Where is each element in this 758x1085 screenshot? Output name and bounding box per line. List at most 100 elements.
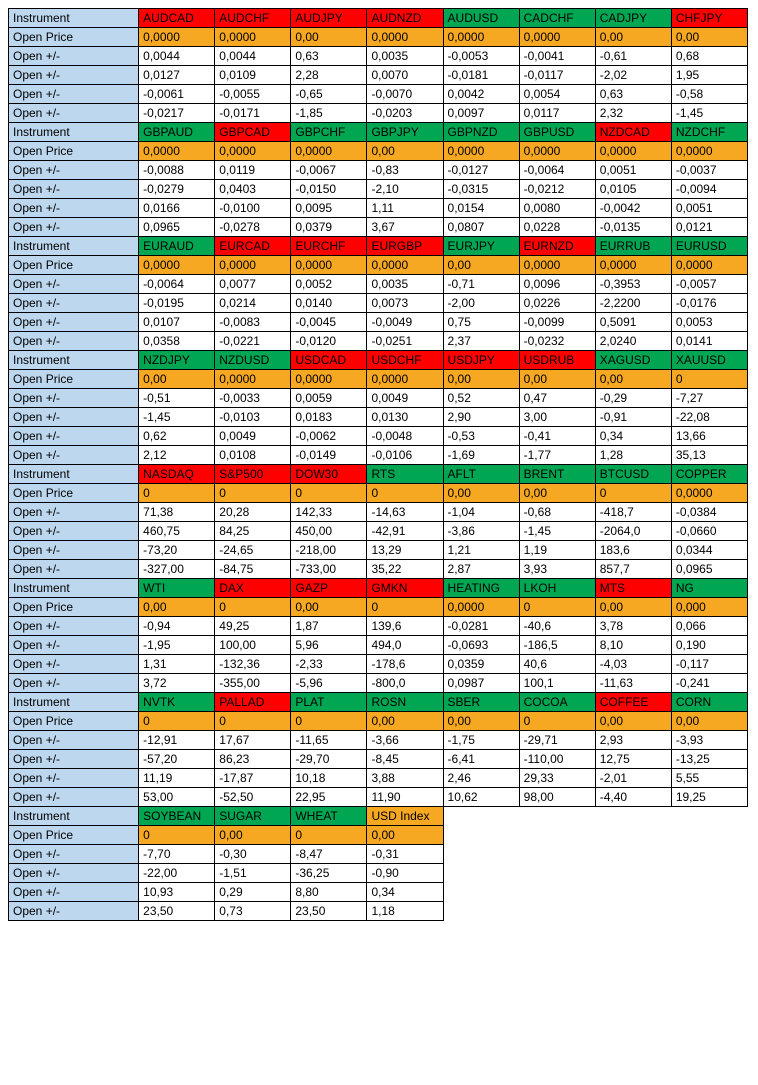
row-label-instrument: Instrument (9, 807, 139, 826)
instrument-header: XAGUSD (595, 351, 671, 370)
data-cell: -2,2200 (595, 294, 671, 313)
instrument-header: ROSN (367, 693, 443, 712)
data-cell: 0,0080 (519, 199, 595, 218)
data-cell: 0,63 (595, 85, 671, 104)
data-cell: -0,0195 (139, 294, 215, 313)
open-price-cell: 0,0000 (215, 142, 291, 161)
data-cell: -6,41 (443, 750, 519, 769)
data-cell: -0,0120 (291, 332, 367, 351)
open-price-cell: 0,00 (367, 712, 443, 731)
open-pm-row: Open +/--73,20-24,65-218,0013,291,211,19… (9, 541, 748, 560)
instrument-header: USDRUB (519, 351, 595, 370)
data-cell: -186,5 (519, 636, 595, 655)
data-cell: 49,25 (215, 617, 291, 636)
open-pm-row: Open +/-0,620,0049-0,0062-0,0048-0,53-0,… (9, 427, 748, 446)
data-cell: -3,93 (671, 731, 747, 750)
data-cell: 35,13 (671, 446, 747, 465)
data-cell: -0,30 (215, 845, 291, 864)
data-cell: 84,25 (215, 522, 291, 541)
data-cell: -0,65 (291, 85, 367, 104)
data-cell: -0,58 (671, 85, 747, 104)
data-cell: -0,0149 (291, 446, 367, 465)
data-cell: 0,0070 (367, 66, 443, 85)
data-cell: -0,0251 (367, 332, 443, 351)
data-cell: -40,6 (519, 617, 595, 636)
open-price-cell: 0,0000 (367, 28, 443, 47)
open-price-cell: 0,0000 (595, 256, 671, 275)
row-label-open-price: Open Price (9, 826, 139, 845)
data-cell: 450,00 (291, 522, 367, 541)
data-cell: -0,117 (671, 655, 747, 674)
row-label-open-pm: Open +/- (9, 522, 139, 541)
data-cell: 23,50 (139, 902, 215, 921)
data-cell: -0,0203 (367, 104, 443, 123)
data-cell: 86,23 (215, 750, 291, 769)
data-cell: -0,0127 (443, 161, 519, 180)
data-cell: 3,00 (519, 408, 595, 427)
data-cell: -5,96 (291, 674, 367, 693)
row-label-open-pm: Open +/- (9, 788, 139, 807)
instrument-header: PLAT (291, 693, 367, 712)
open-pm-row: Open +/--0,00880,0119-0,0067-0,83-0,0127… (9, 161, 748, 180)
open-price-cell: 0 (139, 826, 215, 845)
open-price-row: Open Price00,0000,00 (9, 826, 748, 845)
row-label-open-price: Open Price (9, 256, 139, 275)
row-label-instrument: Instrument (9, 237, 139, 256)
row-label-open-pm: Open +/- (9, 769, 139, 788)
instrument-header: EURNZD (519, 237, 595, 256)
data-cell: 1,28 (595, 446, 671, 465)
data-cell: -1,45 (139, 408, 215, 427)
data-cell: 0,0054 (519, 85, 595, 104)
row-label-open-pm: Open +/- (9, 47, 139, 66)
instrument-header: S&P500 (215, 465, 291, 484)
row-label-open-pm: Open +/- (9, 408, 139, 427)
data-cell: 1,31 (139, 655, 215, 674)
open-pm-row: Open +/--0,00640,00770,00520,0035-0,710,… (9, 275, 748, 294)
instrument-header: AUDJPY (291, 9, 367, 28)
instrument-header: CORN (671, 693, 747, 712)
open-price-cell: 0,00 (291, 598, 367, 617)
instrument-table: InstrumentAUDCADAUDCHFAUDJPYAUDNZDAUDUSD… (8, 8, 748, 921)
instrument-header-row: InstrumentWTIDAXGAZPGMKNHEATINGLKOHMTSNG (9, 579, 748, 598)
data-cell: 10,18 (291, 769, 367, 788)
instrument-header: AFLT (443, 465, 519, 484)
open-price-row: Open Price0,0000,0000,000000,000,000 (9, 598, 748, 617)
open-price-cell: 0,00 (291, 28, 367, 47)
data-cell: 0,0035 (367, 47, 443, 66)
data-cell: 0,0987 (443, 674, 519, 693)
instrument-header-row: InstrumentNASDAQS&P500DOW30RTSAFLTBRENTB… (9, 465, 748, 484)
data-cell: 2,12 (139, 446, 215, 465)
data-cell: 0,0059 (291, 389, 367, 408)
data-cell: 0,0108 (215, 446, 291, 465)
open-pm-row: Open +/-11,19-17,8710,183,882,4629,33-2,… (9, 769, 748, 788)
open-pm-row: Open +/-71,3820,28142,33-14,63-1,04-0,68… (9, 503, 748, 522)
data-cell: -13,25 (671, 750, 747, 769)
data-cell: 0,0049 (215, 427, 291, 446)
row-label-open-price: Open Price (9, 28, 139, 47)
data-cell: 11,19 (139, 769, 215, 788)
open-price-cell: 0,0000 (367, 256, 443, 275)
data-cell: 2,87 (443, 560, 519, 579)
instrument-header: SUGAR (215, 807, 291, 826)
open-price-cell: 0,0000 (595, 142, 671, 161)
row-label-open-pm: Open +/- (9, 427, 139, 446)
open-price-cell: 0,00 (443, 256, 519, 275)
data-cell: -2064,0 (595, 522, 671, 541)
data-cell: -0,51 (139, 389, 215, 408)
open-pm-row: Open +/-0,0107-0,0083-0,0045-0,00490,75-… (9, 313, 748, 332)
data-cell: 1,21 (443, 541, 519, 560)
open-pm-row: Open +/-0,0358-0,0221-0,0120-0,02512,37-… (9, 332, 748, 351)
open-price-cell: 0,00 (443, 370, 519, 389)
instrument-header: AUDNZD (367, 9, 443, 28)
instrument-header-row: InstrumentGBPAUDGBPCADGBPCHFGBPJPYGBPNZD… (9, 123, 748, 142)
row-label-open-pm: Open +/- (9, 902, 139, 921)
instrument-header: EURAUD (139, 237, 215, 256)
data-cell: -2,00 (443, 294, 519, 313)
data-cell: -0,41 (519, 427, 595, 446)
open-pm-row: Open +/--0,01950,02140,01400,0073-2,000,… (9, 294, 748, 313)
instrument-header: AUDCAD (139, 9, 215, 28)
data-cell: 2,90 (443, 408, 519, 427)
data-cell: 1,19 (519, 541, 595, 560)
open-price-cell: 0,0000 (671, 142, 747, 161)
data-cell: -22,08 (671, 408, 747, 427)
